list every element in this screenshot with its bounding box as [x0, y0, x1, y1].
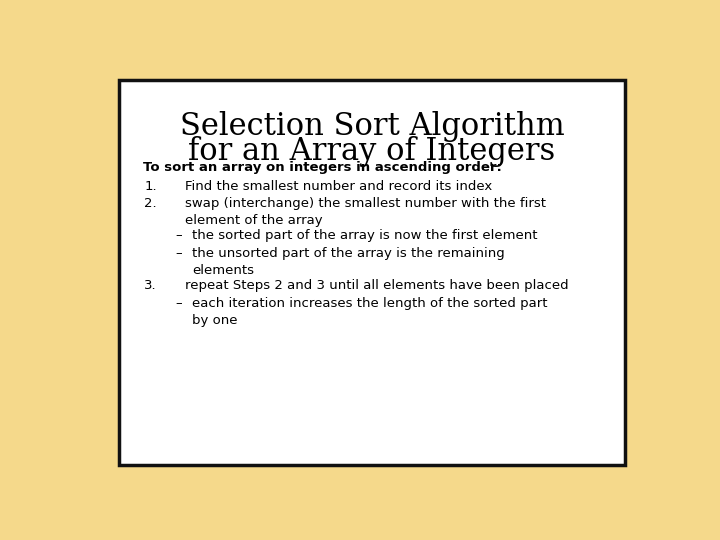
Text: To sort an array on integers in ascending order:: To sort an array on integers in ascendin… [143, 161, 502, 174]
Text: the unsorted part of the array is the remaining
elements: the unsorted part of the array is the re… [192, 247, 505, 276]
Text: –: – [175, 247, 182, 260]
Text: 1.: 1. [144, 180, 157, 193]
Text: Find the smallest number and record its index: Find the smallest number and record its … [184, 180, 492, 193]
Text: each iteration increases the length of the sorted part
by one: each iteration increases the length of t… [192, 297, 548, 327]
Text: repeat Steps 2 and 3 until all elements have been placed: repeat Steps 2 and 3 until all elements … [184, 279, 568, 292]
Text: swap (interchange) the smallest number with the first
element of the array: swap (interchange) the smallest number w… [184, 198, 546, 227]
Text: Selection Sort Algorithm: Selection Sort Algorithm [180, 111, 564, 142]
Text: 3.: 3. [144, 279, 157, 292]
Text: for an Array of Integers: for an Array of Integers [189, 137, 556, 167]
Text: –: – [175, 297, 182, 310]
FancyBboxPatch shape [120, 80, 625, 465]
Text: –: – [175, 230, 182, 242]
Text: 2.: 2. [144, 198, 157, 211]
Text: the sorted part of the array is now the first element: the sorted part of the array is now the … [192, 230, 538, 242]
